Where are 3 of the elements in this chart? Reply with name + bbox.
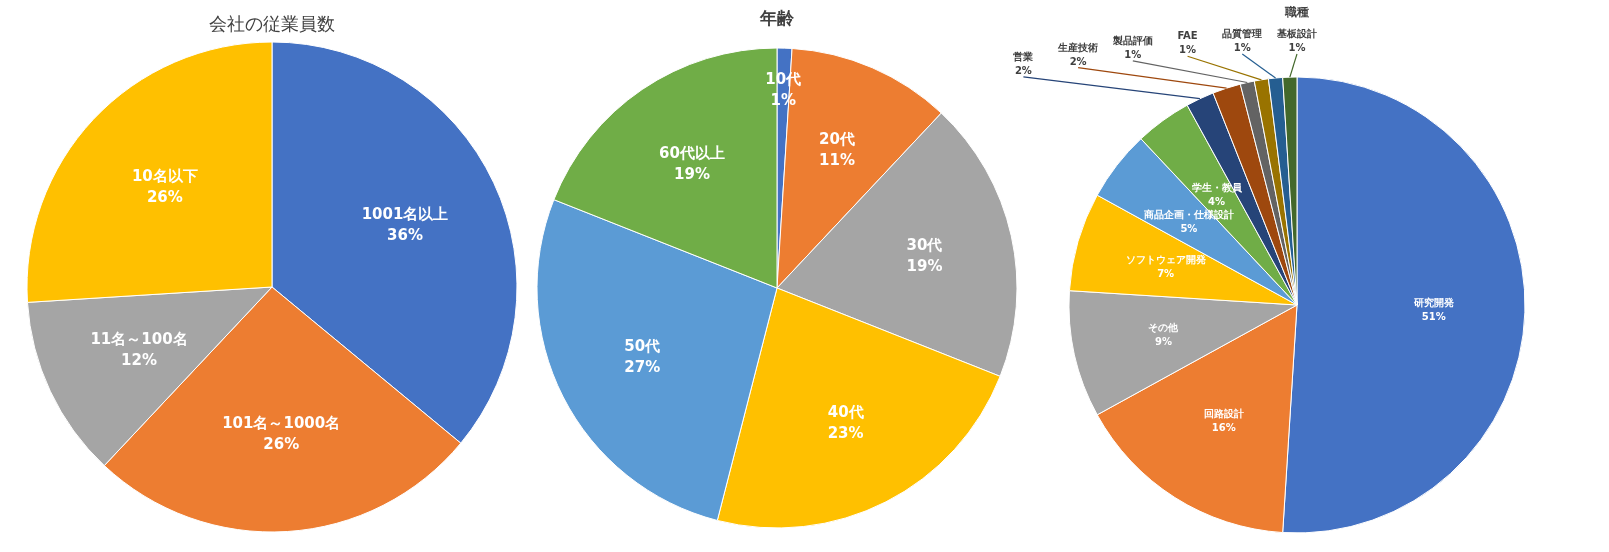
chart-title: 職種 [1284,5,1309,19]
chart-title: 年齢 [759,8,795,28]
chart-title: 会社の従業員数 [209,13,335,34]
